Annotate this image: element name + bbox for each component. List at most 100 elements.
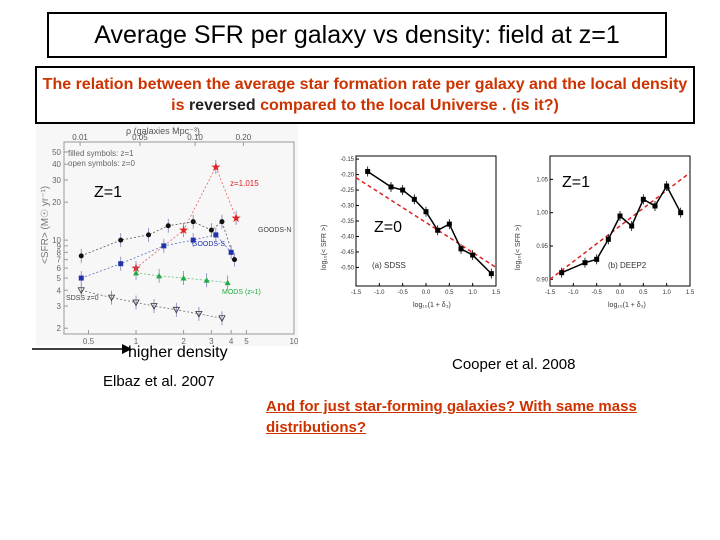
cooper-b-y-label: log₁₀(< SFR >) — [515, 225, 522, 270]
elbaz-y-tick-label: 4 — [57, 286, 62, 295]
elbaz-square-point — [161, 243, 166, 248]
cooper-a-x-tick-label: 1.5 — [492, 290, 501, 296]
cooper-b-data-point — [583, 260, 588, 265]
elbaz-dot-point — [219, 219, 224, 224]
cooper-b-data-point — [641, 197, 646, 202]
elbaz-y-axis-label: <SFR> (M☉ yr⁻¹) — [40, 186, 51, 264]
subtitle-highlight: reversed — [189, 97, 256, 114]
elbaz-y-tick-label: 3 — [57, 302, 62, 311]
cooper-a-data-point — [489, 271, 494, 276]
cooper-a-y-tick-label: -0.35 — [340, 219, 354, 225]
cooper-a-y-tick-label: -0.30 — [340, 204, 354, 210]
cooper-a-y-tick-label: -0.20 — [340, 173, 354, 179]
elbaz-dot-point — [232, 257, 237, 262]
cooper-a-data-point — [389, 184, 394, 189]
elbaz-dot-point — [146, 232, 151, 237]
cooper-b-x-tick-label: -1.0 — [568, 290, 579, 296]
cooper-a-data-point — [470, 253, 475, 258]
cooper-b-data-point — [629, 224, 634, 229]
slide-title: Average SFR per galaxy vs density: field… — [47, 12, 667, 58]
elbaz-label-z1015: z=1.015 — [230, 179, 259, 188]
slide-subtitle: The relation between the average star fo… — [35, 66, 695, 124]
elbaz-y-tick-label: 40 — [52, 160, 61, 169]
cooper-a-y-tick-label: -0.40 — [340, 234, 354, 240]
cooper-b-data-point — [664, 184, 669, 189]
elbaz-star-point: ★ — [231, 211, 242, 225]
cooper-b-x-tick-label: 0.5 — [639, 290, 648, 296]
higher-density-label: higher density — [128, 344, 228, 362]
cooper-a-x-tick-label: -1.5 — [351, 290, 362, 296]
elbaz-x-tick-label: 5 — [244, 337, 249, 346]
cooper-a-x-tick-label: -1.0 — [374, 290, 385, 296]
cooper-a-y-tick-label: -0.50 — [340, 265, 354, 271]
elbaz-label-sdss: SDSS z=0 — [66, 295, 99, 302]
cooper-b-y-tick-label: 0.90 — [536, 277, 548, 283]
elbaz-square-point — [79, 276, 84, 281]
cooper-b-x-tick-label: -0.5 — [591, 290, 602, 296]
elbaz-label-goods-n: GOODS-N — [258, 227, 291, 234]
cooper-b-x-tick-label: 1.5 — [686, 290, 695, 296]
cooper-a-data-point — [412, 197, 417, 202]
cooper-a-data-point — [447, 222, 452, 227]
density-arrow — [30, 342, 134, 356]
cooper-b-data-point — [594, 257, 599, 262]
elbaz-top-tick-label: 0.20 — [236, 133, 252, 142]
cooper-b-y-tick-label: 1.05 — [536, 177, 548, 183]
elbaz-sfr-density-plot: 0.01 0.05 0.10 0.20 ρ (galaxies Mpc⁻³) 5040… — [36, 124, 298, 346]
cooper-a-data-point — [435, 228, 440, 233]
elbaz-label-goods-s: GOODS-S — [192, 241, 225, 248]
elbaz-legend-open: open symbols: z=0 — [68, 159, 135, 168]
elbaz-dot-point — [209, 228, 214, 233]
cooper-b-x-label: log₁₀(1 + δ₃) — [608, 302, 646, 309]
question-text: And for just star-forming galaxies? With… — [266, 396, 696, 438]
elbaz-legend-filled: filled symbols: z=1 — [68, 149, 134, 158]
cooper-b-data-point — [618, 214, 623, 219]
elbaz-star-point: ★ — [210, 160, 221, 174]
elbaz-dot-point — [79, 253, 84, 258]
elbaz-square-point — [229, 250, 234, 255]
cooper-z0-label: Z=0 — [374, 219, 402, 237]
elbaz-x-tick-label: 4 — [229, 337, 234, 346]
cooper-a-x-tick-label: 1.0 — [468, 290, 477, 296]
elbaz-square-point — [213, 232, 218, 237]
cooper-b-y-tick-label: 0.95 — [536, 244, 548, 250]
cooper-z1-label: Z=1 — [562, 174, 590, 192]
cooper-b-data-point — [678, 210, 683, 215]
elbaz-y-tick-label: 50 — [52, 148, 61, 157]
elbaz-top-tick-label: 0.01 — [72, 133, 88, 142]
cooper-a-data-point — [400, 188, 405, 193]
cooper-a-x-tick-label: 0.0 — [422, 290, 431, 296]
cooper-a-y-tick-label: -0.25 — [340, 188, 354, 194]
cooper-b-x-tick-label: 1.0 — [662, 290, 671, 296]
elbaz-square-point — [118, 261, 123, 266]
cooper-a-y-label: log₁₀(< SFR >) — [321, 225, 328, 270]
elbaz-x-tick-label: 10 — [290, 337, 298, 346]
cooper-a-panel-label: (a) SDSS — [372, 261, 406, 270]
cooper-b-data-point — [559, 270, 564, 275]
elbaz-square-point — [191, 238, 196, 243]
cooper-a-x-label: log₁₀(1 + δ₃) — [413, 302, 451, 309]
elbaz-dot-point — [166, 223, 171, 228]
cooper-a-y-tick-label: -0.15 — [340, 157, 354, 163]
elbaz-dot-point — [118, 238, 123, 243]
cooper-a-y-tick-label: -0.45 — [340, 250, 354, 256]
cooper-b-x-tick-label: -1.5 — [545, 290, 556, 296]
elbaz-y-tick-label: 5 — [57, 274, 62, 283]
elbaz-dot-point — [191, 219, 196, 224]
cooper-a-data-point — [424, 209, 429, 214]
elbaz-y-tick-label: 2 — [57, 324, 62, 333]
elbaz-y-tick-label: 30 — [52, 176, 61, 185]
cooper-a-x-tick-label: -0.5 — [397, 290, 408, 296]
cooper-caption: Cooper et al. 2008 — [452, 356, 575, 373]
elbaz-top-axis-label: ρ (galaxies Mpc⁻³) — [126, 126, 200, 136]
cooper-b-data-point — [606, 237, 611, 242]
elbaz-label-mods: MODS (z≈1) — [222, 289, 261, 296]
elbaz-caption: Elbaz et al. 2007 — [103, 373, 215, 390]
subtitle-part2: compared to the local Universe . (is it?… — [256, 97, 559, 114]
elbaz-z1-label: Z=1 — [94, 184, 122, 202]
cooper-a-data-point — [365, 169, 370, 174]
cooper-b-y-tick-label: 1.00 — [536, 211, 548, 217]
cooper-b-panel-label: (b) DEEP2 — [608, 261, 647, 270]
cooper-a-x-tick-label: 0.5 — [445, 290, 454, 296]
elbaz-y-tick-label: 6 — [57, 264, 62, 273]
